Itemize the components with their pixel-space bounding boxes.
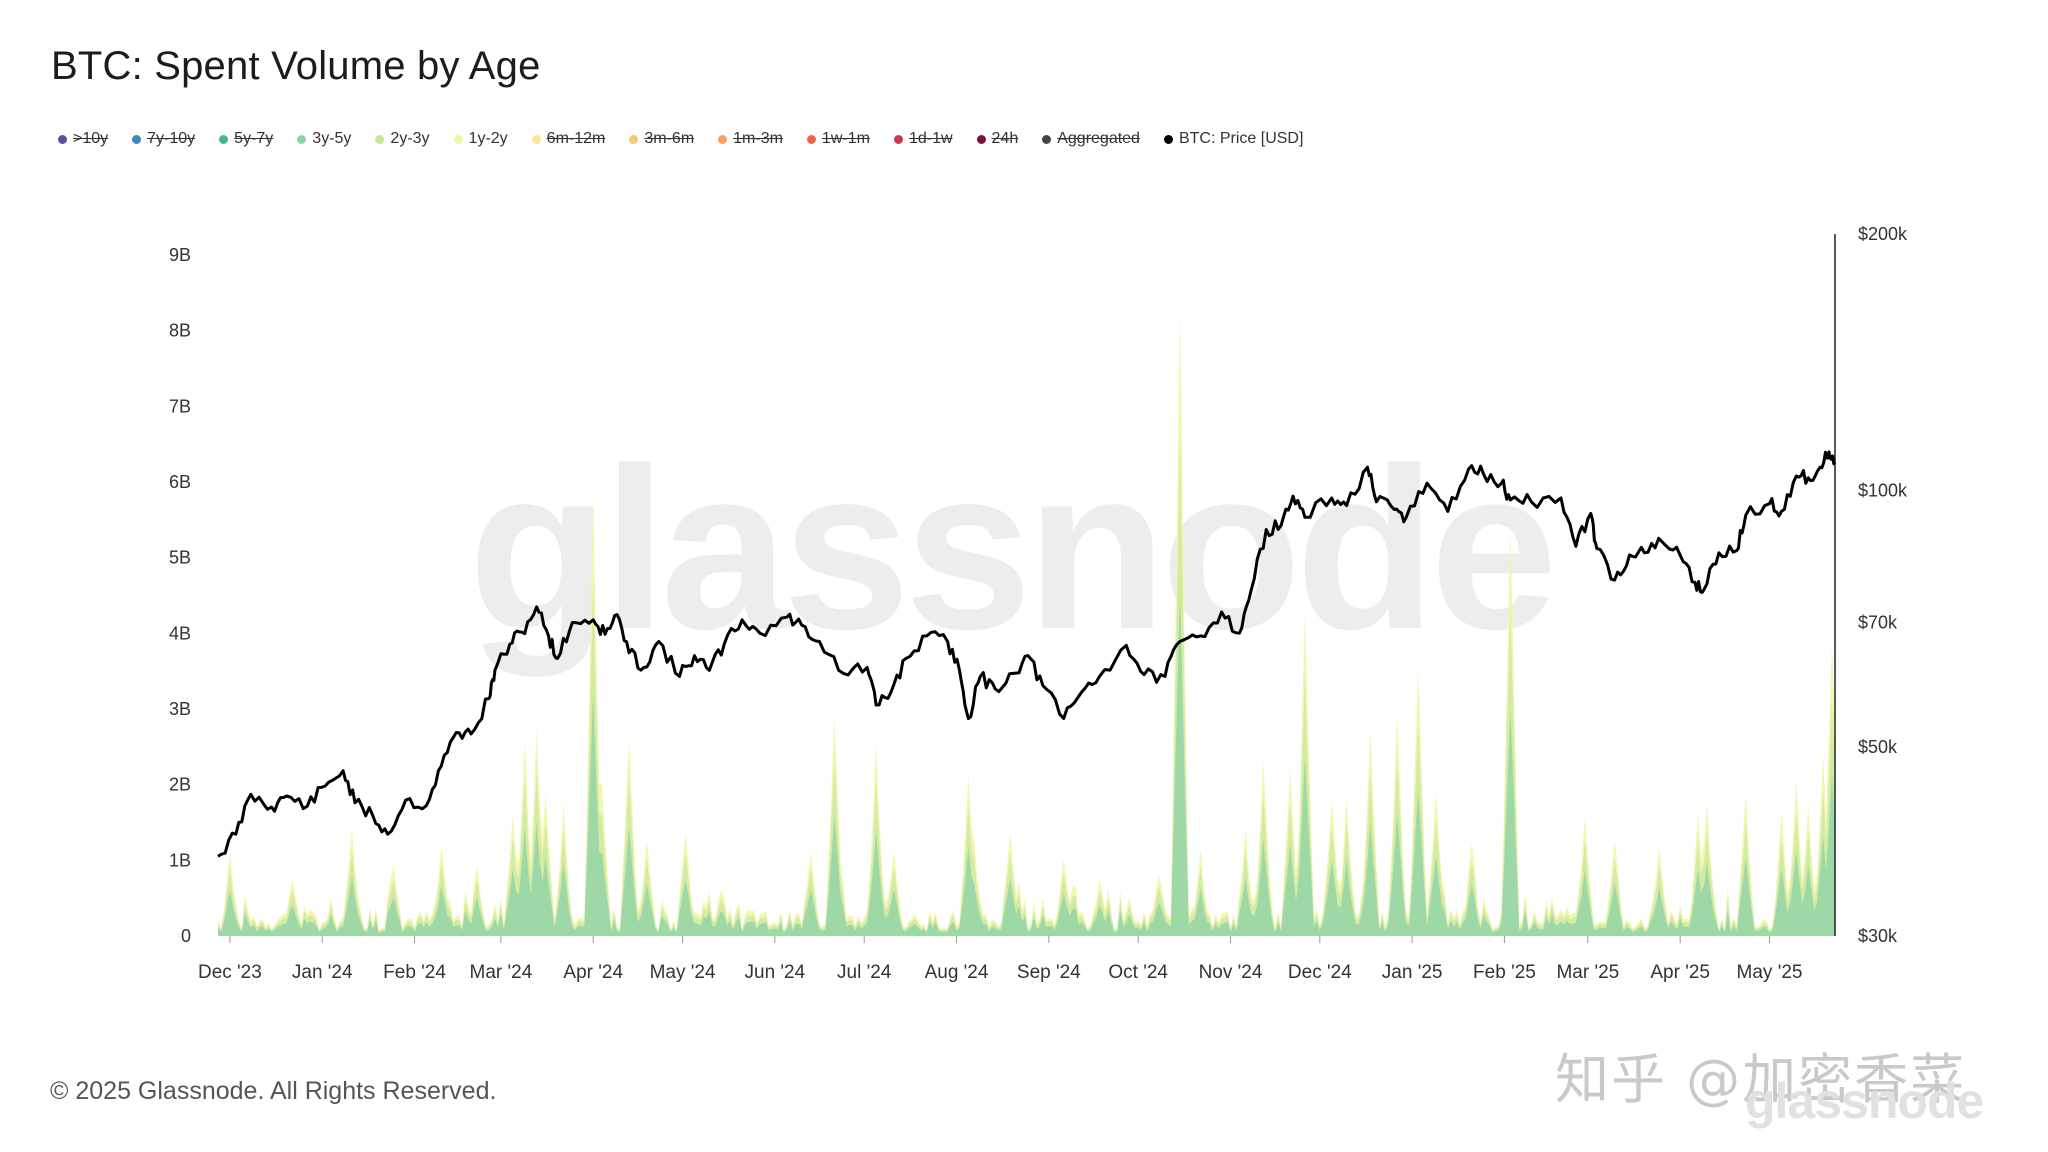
legend-label: 7y-10y	[147, 130, 196, 147]
x-tick-label: May '25	[1737, 962, 1803, 983]
watermark-text: glassnode	[468, 420, 1552, 677]
x-tick-label: Apr '25	[1650, 962, 1710, 983]
legend-item-10[interactable]: 1d-1w	[893, 130, 953, 148]
y-left-tick-label: 4B	[169, 623, 191, 643]
x-tick-label: Dec '24	[1288, 962, 1352, 983]
legend-dot	[58, 134, 67, 144]
legend-item-5[interactable]: 1y-2y	[453, 130, 508, 148]
x-tick-label: Jan '25	[1382, 962, 1443, 983]
attribution-text: 知乎 @加密香菜	[1555, 1048, 1967, 1111]
y-right-tick-label: $70k	[1858, 612, 1898, 632]
legend-item-7[interactable]: 3m-6m	[629, 130, 694, 148]
legend-item-6[interactable]: 6m-12m	[531, 130, 606, 148]
legend-dot	[718, 134, 728, 144]
legend-dot	[806, 134, 816, 144]
legend-label: >10y	[73, 130, 109, 147]
legend-item-3[interactable]: 3y-5y	[297, 130, 351, 148]
x-tick-label: Jun '24	[745, 962, 806, 983]
y-left-tick-label: 1B	[169, 850, 191, 870]
volume-area-2y-3y	[218, 435, 1835, 936]
x-tick-label: Jan '24	[292, 962, 353, 983]
y-right-tick-label: $100k	[1858, 480, 1908, 500]
y-left-tick-label: 6B	[169, 472, 191, 492]
legend-dot	[531, 134, 541, 144]
legend-label: 6m-12m	[546, 130, 606, 147]
legend-dot	[132, 134, 142, 144]
legend-dot	[219, 134, 229, 144]
legend-dot	[1163, 134, 1173, 144]
legend-label: 2y-3y	[390, 130, 430, 147]
x-tick-label: Apr '24	[563, 962, 623, 983]
legend-item-0[interactable]: >10y	[58, 130, 108, 148]
legend-label: Aggregated	[1057, 130, 1140, 147]
legend-dot	[453, 134, 463, 144]
legend-label: BTC: Price [USD]	[1178, 130, 1304, 147]
x-tick-label: Jul '24	[837, 962, 892, 983]
chart-title: BTC: Spent Volume by Age	[51, 44, 541, 88]
legend-dot	[629, 134, 639, 144]
y-left-tick-label: 8B	[169, 321, 191, 341]
legend-item-8[interactable]: 1m-3m	[718, 130, 783, 148]
x-tick-label: Feb '25	[1473, 962, 1536, 983]
legend-label: 24h	[991, 130, 1019, 147]
legend-dot	[976, 134, 986, 144]
price-line	[217, 450, 1837, 858]
y-left-tick-label: 2B	[169, 775, 191, 795]
legend-item-13[interactable]: BTC: Price [USD]	[1163, 130, 1304, 148]
x-tick-label: May '24	[650, 962, 716, 983]
x-tick-label: Mar '25	[1556, 962, 1619, 983]
y-right-tick-label: $50k	[1858, 737, 1898, 757]
volume-area-3y-5y	[218, 591, 1835, 936]
legend-item-11[interactable]: 24h	[976, 130, 1019, 148]
x-tick-label: Aug '24	[925, 962, 989, 983]
legend-label: 3m-6m	[644, 130, 695, 147]
y-right-tick-label: $30k	[1858, 926, 1898, 946]
y-right-tick-label: $200k	[1858, 224, 1908, 244]
attribution-watermark: glassnode	[1745, 1073, 1984, 1129]
legend-item-2[interactable]: 5y-7y	[219, 130, 273, 148]
y-left-tick-label: 0	[181, 926, 191, 946]
y-left-tick-label: 5B	[169, 548, 191, 568]
y-left-tick-label: 7B	[169, 396, 191, 416]
x-tick-label: Nov '24	[1199, 962, 1263, 983]
legend-label: 1w-1m	[821, 130, 870, 147]
legend-item-1[interactable]: 7y-10y	[132, 130, 195, 148]
legend-label: 1d-1w	[908, 130, 953, 147]
copyright-text: © 2025 Glassnode. All Rights Reserved.	[50, 1077, 497, 1105]
legend-label: 3y-5y	[312, 130, 352, 147]
y-left-tick-label: 9B	[169, 245, 191, 265]
x-tick-label: Sep '24	[1017, 962, 1081, 983]
legend-dot	[1042, 134, 1052, 144]
volume-area-1y-2y	[218, 309, 1835, 936]
legend-item-9[interactable]: 1w-1m	[806, 130, 870, 148]
legend-label: 5y-7y	[234, 130, 274, 147]
x-tick-label: Mar '24	[470, 962, 533, 983]
legend-item-12[interactable]: Aggregated	[1042, 130, 1140, 148]
y-left-tick-label: 3B	[169, 699, 191, 719]
legend-dot	[297, 134, 307, 144]
legend-label: 1m-3m	[733, 130, 783, 147]
x-tick-label: Dec '23	[198, 962, 262, 983]
legend-dot	[893, 134, 903, 144]
x-tick-label: Feb '24	[383, 962, 446, 983]
x-tick-label: Oct '24	[1108, 962, 1168, 983]
legend-dot	[375, 134, 385, 144]
legend-label: 1y-2y	[468, 130, 508, 147]
legend-item-4[interactable]: 2y-3y	[375, 130, 430, 148]
legend: >10y 7y-10y 5y-7y 3y-5y 2y-3y 1y-2y 6m-12m 3m-6…	[58, 128, 1327, 150]
